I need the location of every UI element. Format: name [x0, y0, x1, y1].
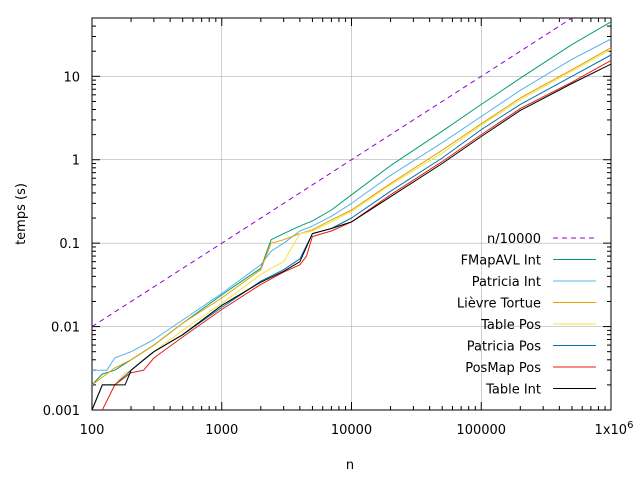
legend-label: FMapAVL Int — [461, 254, 541, 269]
series-line-n-10000 — [92, 18, 573, 328]
x-tick-label: 10000 — [331, 423, 372, 438]
legend-label: Patricia Pos — [467, 340, 541, 355]
legend-label: Table Pos — [480, 318, 541, 333]
series-line-posmap-pos — [101, 59, 611, 410]
legend: n/10000 FMapAVL Int Patricia Int Lièvre Tor… — [457, 232, 596, 398]
axis-ticks: 100 1000 10000 100000 1x106 0.001 0.01 0.1 1 10 — [43, 17, 634, 438]
y-axis-label: temps (s) — [14, 183, 29, 245]
legend-label: Table Int — [485, 383, 541, 398]
legend-label: Lièvre Tortue — [457, 297, 541, 312]
x-tick-label: 100 — [80, 423, 105, 438]
x-axis-label: n — [346, 458, 354, 473]
legend-label: PosMap Pos — [465, 361, 541, 376]
y-tick-label: 0.001 — [43, 404, 80, 419]
legend-label: Patricia Int — [472, 275, 541, 290]
series-line-table-int — [92, 63, 611, 410]
x-tick-label: 100000 — [456, 423, 506, 438]
x-tick-label: 1000 — [205, 423, 238, 438]
y-tick-label: 0.01 — [51, 321, 80, 336]
legend-label: n/10000 — [487, 232, 541, 247]
series-lines — [92, 18, 611, 410]
y-tick-label: 10 — [63, 70, 80, 85]
y-tick-label: 1 — [72, 154, 80, 169]
x-tick-label: 1x106 — [595, 420, 634, 438]
series-line-table-pos — [92, 48, 611, 410]
y-tick-label: 0.1 — [59, 237, 80, 252]
